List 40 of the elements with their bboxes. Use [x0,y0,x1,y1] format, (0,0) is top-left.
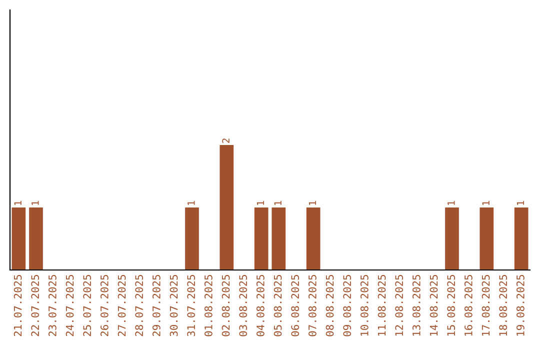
x-tick-label: 10.08.2025 [360,275,368,336]
x-tick-label: 28.07.2025 [135,275,144,336]
x-tick-label: 08.08.2025 [326,275,334,336]
x-tick-label: 17.08.2025 [482,275,490,336]
x-tick-label: 22.07.2025 [31,275,40,336]
x-tick-label: 25.07.2025 [83,275,92,336]
data-label: 1 [188,200,195,205]
data-label: 1 [482,200,490,205]
x-tick-label: 04.08.2025 [256,275,264,336]
data-label: 1 [308,200,316,205]
data-label: 1 [32,200,39,205]
x-tick-label: 02.08.2025 [222,275,230,336]
x-tick-label: 27.07.2025 [118,275,126,336]
data-label: 1 [448,200,455,205]
x-tick-label: 19.08.2025 [516,275,524,336]
x-tick-label: 24.07.2025 [66,275,74,336]
data-label: 2 [222,138,230,143]
data-label: 1 [14,200,22,205]
x-tick-label: 16.08.2025 [464,275,472,336]
x-tick-label: 15.08.2025 [447,275,456,336]
x-tick-label: 26.07.2025 [100,275,108,336]
x-tick-label: 01.08.2025 [204,275,212,336]
x-tick-label: 09.08.2025 [343,275,352,336]
x-tick-label: 05.08.2025 [274,275,282,336]
data-label: 1 [274,200,282,205]
x-tick-label: 06.08.2025 [291,275,300,336]
x-tick-label: 13.08.2025 [412,275,420,336]
x-tick-label: 12.08.2025 [395,275,404,336]
data-label: 1 [516,200,524,205]
x-tick-label: 03.08.2025 [239,275,248,336]
x-tick-label: 11.08.2025 [378,275,386,336]
x-tick-label: 29.07.2025 [152,275,160,336]
x-tick-label: 21.07.2025 [14,275,22,336]
x-tick-label: 07.08.2025 [308,275,316,336]
x-tick-label: 23.07.2025 [48,275,56,336]
x-tick-label: 14.08.2025 [430,275,438,336]
x-tick-label: 18.08.2025 [499,275,508,336]
x-tick-label: 30.07.2025 [170,275,178,336]
x-tick-label: 31.07.2025 [187,275,196,336]
data-label: 1 [256,200,264,205]
